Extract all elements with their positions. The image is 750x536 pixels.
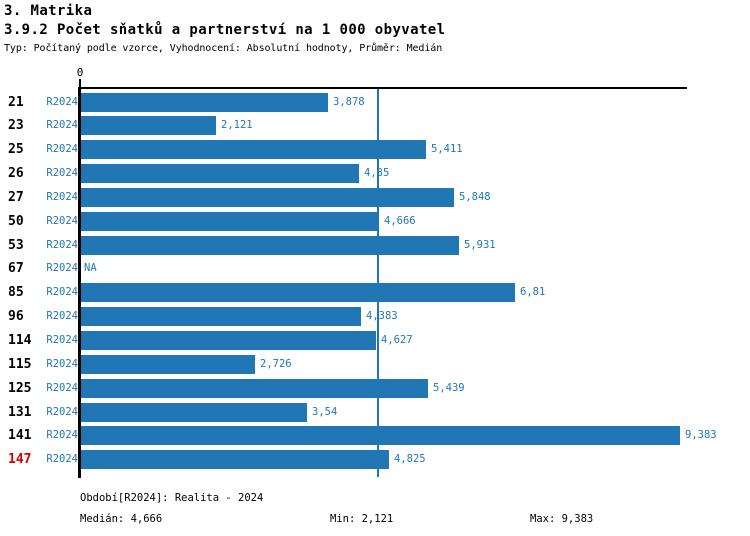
bar-row: 147 R2024 4,825 bbox=[0, 450, 750, 470]
bar-row: 115 R2024 2,726 bbox=[0, 354, 750, 374]
row-period-label: R2024 bbox=[46, 262, 78, 275]
row-period-label: R2024 bbox=[46, 405, 78, 418]
section-title: 3. Matrika bbox=[4, 3, 93, 19]
bar bbox=[81, 92, 328, 112]
row-category-label: 141 bbox=[8, 428, 32, 444]
row-category-label: 147 bbox=[8, 452, 32, 468]
row-category-label: 27 bbox=[8, 189, 24, 205]
bar-row: 27 R2024 5,848 bbox=[0, 187, 750, 207]
bar bbox=[81, 378, 428, 398]
bar bbox=[81, 331, 376, 350]
bar-row: 125 R2024 5,439 bbox=[0, 378, 750, 398]
bar bbox=[81, 283, 515, 303]
row-category-label: 26 bbox=[8, 166, 24, 182]
row-period-label: R2024 bbox=[46, 214, 78, 227]
footer-min: Min: 2,121 bbox=[330, 513, 394, 525]
bar-value-label: 5,411 bbox=[431, 143, 463, 156]
row-category-label: 85 bbox=[8, 285, 24, 301]
chart-title: 3.9.2 Počet sňatků a partnerství na 1 00… bbox=[4, 22, 446, 38]
row-period-label: R2024 bbox=[46, 143, 78, 156]
row-period-label: R2024 bbox=[46, 95, 78, 108]
row-period-label: R2024 bbox=[46, 334, 78, 346]
row-period-label: R2024 bbox=[46, 238, 78, 251]
bar-row: 67 R2024 NA bbox=[0, 259, 750, 278]
bar-value-label: NA bbox=[84, 262, 97, 275]
bar bbox=[81, 354, 255, 374]
bar-row: 25 R2024 5,411 bbox=[0, 140, 750, 160]
row-period-label: R2024 bbox=[46, 429, 78, 442]
row-category-label: 50 bbox=[8, 213, 24, 229]
bar-value-label: 6,81 bbox=[520, 286, 546, 299]
row-category-label: 114 bbox=[8, 333, 32, 348]
bar-row: 131 R2024 3,54 bbox=[0, 402, 750, 422]
chart-subtitle: Typ: Počítaný podle vzorce, Vyhodnocení:… bbox=[4, 43, 443, 54]
row-category-label: 53 bbox=[8, 237, 24, 253]
bar bbox=[81, 426, 680, 446]
row-category-label: 125 bbox=[8, 380, 32, 396]
row-category-label: 23 bbox=[8, 118, 24, 134]
bar-value-label: 5,931 bbox=[464, 238, 496, 251]
bar bbox=[81, 307, 361, 327]
bar-value-label: 9,383 bbox=[685, 429, 717, 442]
y-axis-line bbox=[78, 87, 81, 478]
bar-row: 23 R2024 2,121 bbox=[0, 116, 750, 136]
row-period-label: R2024 bbox=[46, 167, 78, 180]
row-period-label: R2024 bbox=[46, 357, 78, 370]
bar-value-label: 5,439 bbox=[433, 381, 465, 394]
bar bbox=[81, 211, 379, 231]
row-period-label: R2024 bbox=[46, 119, 78, 132]
median-line bbox=[377, 89, 379, 477]
bar bbox=[81, 140, 426, 160]
row-period-label: R2024 bbox=[46, 286, 78, 299]
bar-row: 21 R2024 3,878 bbox=[0, 92, 750, 112]
bar-value-label: 4,627 bbox=[381, 334, 413, 346]
bar-value-label: 4,825 bbox=[394, 453, 426, 466]
bar-value-label: 4,666 bbox=[384, 214, 416, 227]
row-period-label: R2024 bbox=[46, 453, 78, 466]
bar-value-label: 2,726 bbox=[260, 357, 292, 370]
bar-row: 141 R2024 9,383 bbox=[0, 426, 750, 446]
footer-median: Medián: 4,666 bbox=[80, 513, 163, 525]
bar-value-label: 4,383 bbox=[366, 310, 398, 323]
bar bbox=[81, 187, 454, 207]
bar-row: 96 R2024 4,383 bbox=[0, 307, 750, 327]
bar bbox=[81, 235, 459, 255]
bar bbox=[81, 402, 307, 422]
axis-zero-label: 0 bbox=[76, 66, 84, 79]
axis-zero-tick bbox=[79, 79, 81, 87]
footer-max: Max: 9,383 bbox=[530, 513, 594, 525]
bar-value-label: 3,878 bbox=[333, 95, 365, 108]
bar-row: 26 R2024 4,35 bbox=[0, 164, 750, 184]
row-category-label: 21 bbox=[8, 94, 24, 110]
row-category-label: 25 bbox=[8, 142, 24, 158]
row-period-label: R2024 bbox=[46, 310, 78, 323]
bar bbox=[81, 164, 359, 184]
row-category-label: 115 bbox=[8, 356, 32, 372]
bar-row: 50 R2024 4,666 bbox=[0, 211, 750, 231]
row-period-label: R2024 bbox=[46, 381, 78, 394]
row-period-label: R2024 bbox=[46, 190, 78, 203]
row-category-label: 67 bbox=[8, 261, 24, 277]
bar-row: 53 R2024 5,931 bbox=[0, 235, 750, 255]
row-category-label: 96 bbox=[8, 309, 24, 325]
bar bbox=[81, 116, 216, 136]
x-axis-line bbox=[79, 87, 687, 89]
bar-value-label: 5,848 bbox=[459, 190, 491, 203]
row-category-label: 131 bbox=[8, 404, 32, 420]
bar-value-label: 2,121 bbox=[221, 119, 253, 132]
bar-value-label: 3,54 bbox=[312, 405, 338, 418]
footer-period: Období[R2024]: Realita - 2024 bbox=[80, 492, 264, 504]
bar bbox=[81, 450, 389, 470]
bar-row: 85 R2024 6,81 bbox=[0, 283, 750, 303]
bar-value-label: 4,35 bbox=[364, 167, 390, 180]
bar-row: 114 R2024 4,627 bbox=[0, 331, 750, 350]
